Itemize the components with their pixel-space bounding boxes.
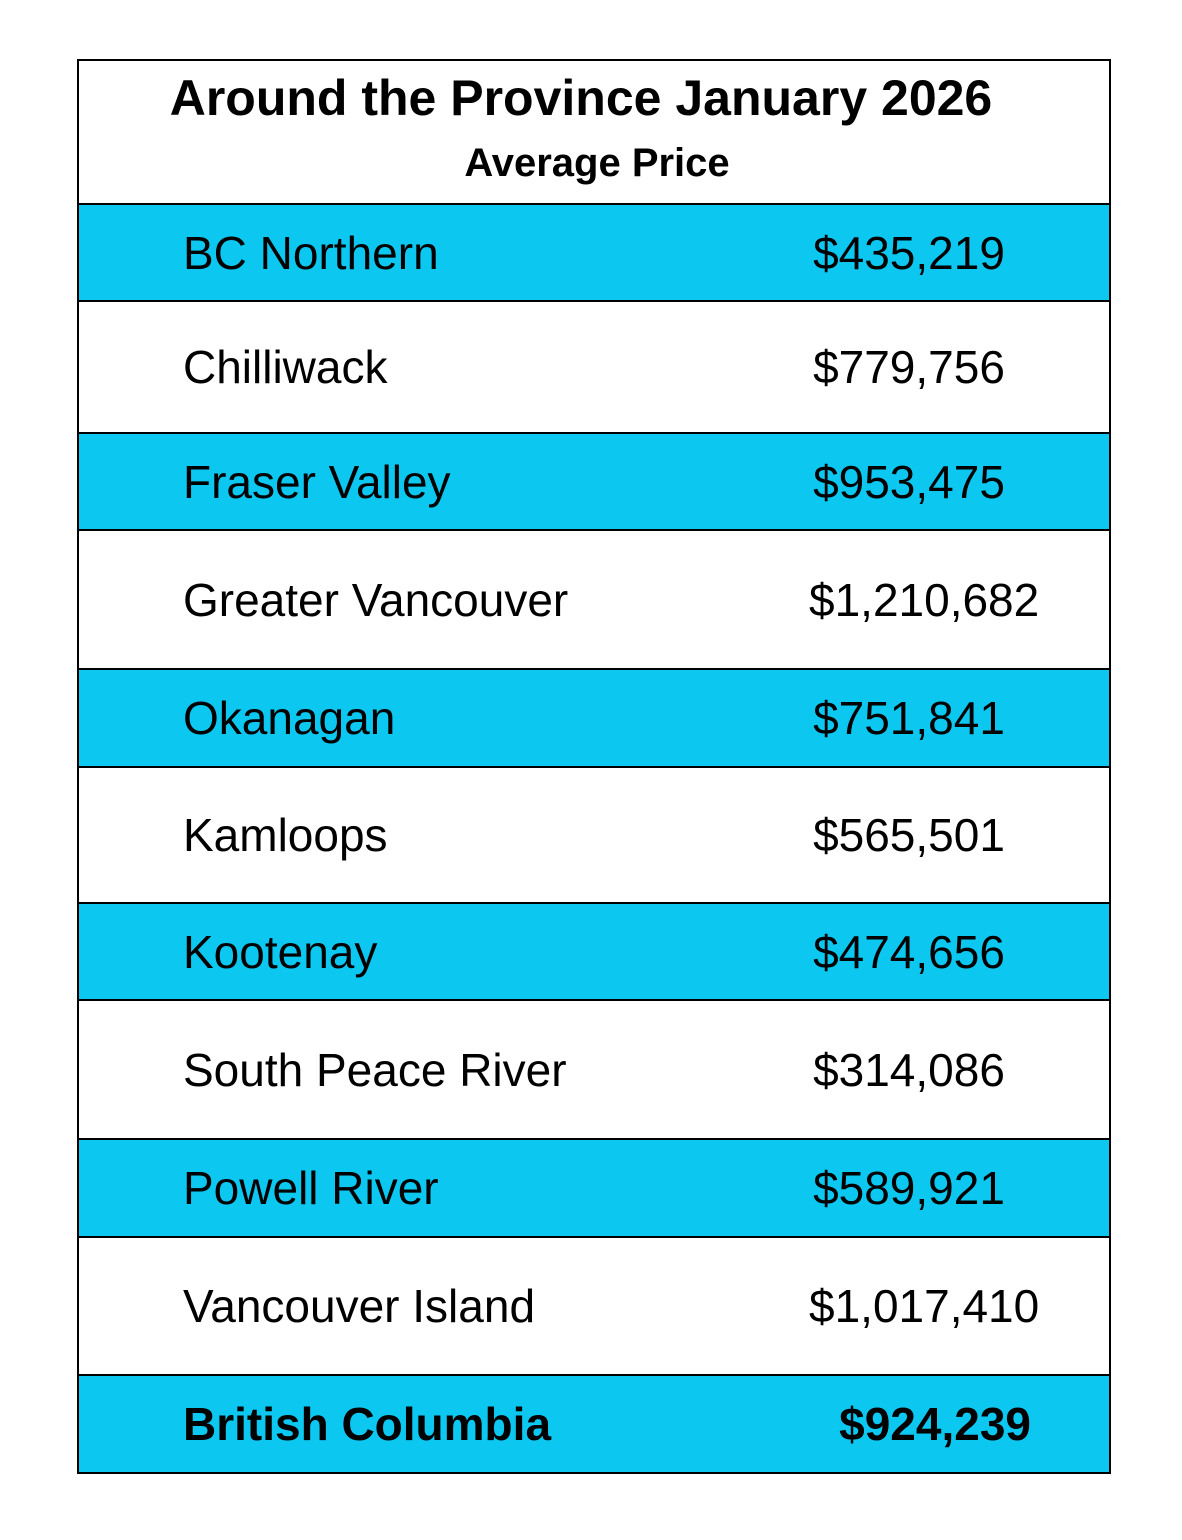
- average-price: $1,210,682: [809, 573, 1040, 626]
- region-name: South Peace River: [183, 1043, 567, 1096]
- table-row: Kamloops $565,501: [79, 768, 1109, 904]
- subtitle: Average Price: [464, 141, 730, 185]
- table-row: Fraser Valley $953,475: [79, 434, 1109, 531]
- table-row: Chilliwack $779,756: [79, 302, 1109, 434]
- table-row: Powell River $589,921: [79, 1140, 1109, 1238]
- average-price: $314,086: [813, 1043, 1005, 1096]
- total-price: $924,239: [839, 1398, 1031, 1450]
- region-name: Chilliwack: [183, 341, 388, 393]
- total-row: British Columbia $924,239: [79, 1376, 1109, 1472]
- table-row: Greater Vancouver $1,210,682: [79, 531, 1109, 670]
- title: Around the Province January 2026: [169, 70, 993, 126]
- average-price: $751,841: [813, 692, 1005, 744]
- table-row: South Peace River $314,086: [79, 1001, 1109, 1140]
- region-name: Kootenay: [183, 925, 378, 978]
- region-name: Greater Vancouver: [183, 573, 569, 626]
- average-price: $565,501: [813, 809, 1005, 861]
- average-price: $953,475: [813, 455, 1005, 508]
- region-name: Okanagan: [183, 692, 396, 744]
- table-header: Around the Province January 2026 Average…: [79, 61, 1109, 205]
- region-name: Kamloops: [183, 809, 388, 861]
- average-price: $474,656: [813, 925, 1005, 978]
- region-name: Vancouver Island: [183, 1280, 536, 1332]
- table-row: Kootenay $474,656: [79, 904, 1109, 1001]
- region-name: BC Northern: [183, 226, 439, 279]
- table-row: Vancouver Island $1,017,410: [79, 1238, 1109, 1376]
- region-name: Fraser Valley: [183, 455, 451, 508]
- region-name: Powell River: [183, 1162, 439, 1214]
- table-row: Okanagan $751,841: [79, 670, 1109, 768]
- average-price: $779,756: [813, 341, 1005, 393]
- table-row: BC Northern $435,219: [79, 205, 1109, 302]
- total-name: British Columbia: [183, 1398, 552, 1450]
- average-price: $589,921: [813, 1162, 1005, 1214]
- average-price: $1,017,410: [809, 1280, 1040, 1332]
- table-box: Around the Province January 2026 Average…: [77, 59, 1111, 1474]
- average-price: $435,219: [813, 226, 1005, 279]
